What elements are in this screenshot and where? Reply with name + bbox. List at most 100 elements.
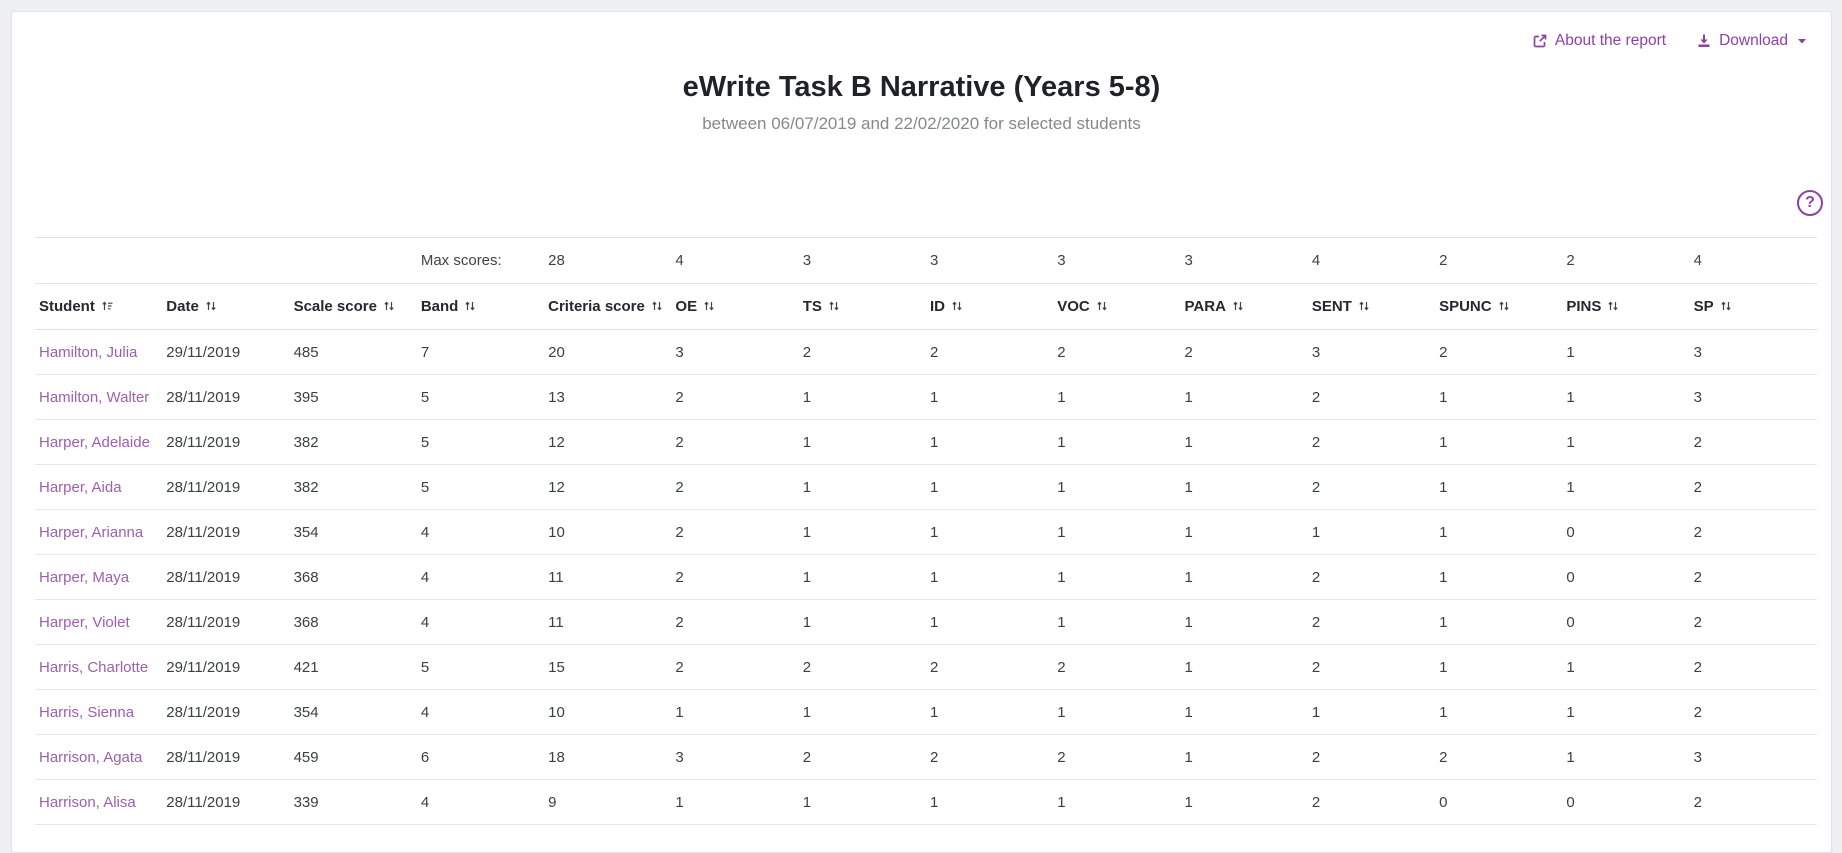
external-link-icon <box>1532 33 1548 49</box>
score-cell: 1 <box>1435 464 1563 510</box>
column-header-band[interactable]: Band <box>416 283 545 330</box>
column-header-voc[interactable]: VOC <box>1053 283 1181 330</box>
score-cell: 2 <box>1053 734 1181 780</box>
score-cell: 11 <box>544 554 672 600</box>
sort-up-down-icon <box>1226 298 1244 315</box>
table-row: Harper, Aida 28/11/2019 382 5 12 2 1 1 1 1 2 1 1 2 <box>35 464 1817 510</box>
score-cell: 1 <box>1435 599 1563 645</box>
score-cell: 1 <box>925 509 1054 555</box>
score-cell: 2 <box>1689 509 1817 555</box>
score-cell: 2 <box>925 329 1054 375</box>
score-cell: 5 <box>416 464 545 510</box>
about-report-label: About the report <box>1554 32 1667 49</box>
column-header-pins[interactable]: PINS <box>1562 283 1690 330</box>
student-link[interactable]: Harper, Violet <box>39 613 130 631</box>
score-cell: 0 <box>1562 554 1690 600</box>
score-cell: 421 <box>289 644 417 690</box>
about-report-button[interactable]: About the report <box>1532 32 1666 50</box>
score-cell: 2 <box>1689 554 1817 600</box>
max-score-value: 3 <box>929 252 939 269</box>
score-cell: 29/11/2019 <box>162 329 290 375</box>
column-header-spunc[interactable]: SPUNC <box>1435 283 1563 330</box>
score-cell: 354 <box>289 689 417 735</box>
sort-up-down-icon <box>199 298 217 315</box>
score-cell: 2 <box>1180 329 1308 375</box>
column-label: Band <box>420 298 459 315</box>
score-cell: 1 <box>1180 509 1308 555</box>
column-header-id[interactable]: ID <box>925 283 1054 330</box>
caret-down-icon <box>1797 38 1807 44</box>
report-toolbar: About the report Download <box>1532 32 1807 50</box>
student-link[interactable]: Harris, Sienna <box>39 703 135 721</box>
score-cell: 2 <box>671 644 799 690</box>
student-link[interactable]: Hamilton, Julia <box>39 343 138 361</box>
score-cell: 10 <box>544 689 672 735</box>
student-link[interactable]: Harper, Adelaide <box>39 433 150 451</box>
student-link[interactable]: Hamilton, Walter <box>39 388 150 406</box>
student-link[interactable]: Harper, Aida <box>39 478 122 496</box>
score-cell: 1 <box>1053 464 1181 510</box>
page-title: eWrite Task B Narrative (Years 5-8) <box>682 71 1161 103</box>
score-cell: 1 <box>798 464 926 510</box>
column-header-scale-score[interactable]: Scale score <box>289 283 417 330</box>
score-cell: 2 <box>1307 644 1436 690</box>
column-label: SP <box>1693 298 1714 315</box>
student-link[interactable]: Harris, Charlotte <box>39 658 149 676</box>
max-score-value: 3 <box>1184 252 1193 269</box>
score-cell: 2 <box>925 734 1054 780</box>
column-label: ID <box>929 298 945 315</box>
table-row: Harper, Arianna 28/11/2019 354 4 10 2 1 1 1 1 1 1 0 2 <box>35 509 1817 555</box>
score-cell: 1 <box>925 374 1054 420</box>
score-cell: 2 <box>671 554 799 600</box>
score-cell: 15 <box>544 644 672 690</box>
score-cell: 1 <box>1435 554 1563 600</box>
score-cell: 1 <box>1562 419 1690 465</box>
student-cell: Hamilton, Walter <box>35 374 163 420</box>
score-cell: 2 <box>1307 779 1436 825</box>
score-cell: 9 <box>544 779 672 825</box>
column-label: Criteria score <box>548 298 645 315</box>
download-button[interactable]: Download <box>1696 32 1807 50</box>
sort-up-down-icon <box>377 298 395 315</box>
score-cell: 1 <box>798 779 926 825</box>
score-cell: 3 <box>671 329 799 375</box>
column-label: OE <box>675 298 698 315</box>
column-label: SENT <box>1311 298 1352 315</box>
student-link[interactable]: Harrison, Alisa <box>39 793 136 811</box>
max-score-value: 2 <box>1439 252 1448 269</box>
student-link[interactable]: Harrison, Agata <box>39 748 143 766</box>
page-subtitle: between 06/07/2019 and 22/02/2020 for se… <box>702 114 1141 133</box>
table-row: Harrison, Agata 28/11/2019 459 6 18 3 2 2 2 1 2 2 1 3 <box>35 734 1817 780</box>
score-cell: 5 <box>416 644 545 690</box>
score-cell: 485 <box>289 329 417 375</box>
table-row: Harris, Charlotte 29/11/2019 421 5 15 2 2 2 2 1 2 1… <box>35 644 1817 690</box>
max-score-value: 3 <box>1057 252 1066 269</box>
score-cell: 2 <box>1435 734 1563 780</box>
column-header-ts[interactable]: TS <box>798 283 926 330</box>
help-glyph: ? <box>1805 194 1815 211</box>
score-cell: 1 <box>671 779 799 825</box>
column-header-sp[interactable]: SP <box>1689 283 1817 330</box>
column-header-student[interactable]: Student <box>35 283 163 330</box>
score-cell: 1 <box>1053 554 1181 600</box>
score-cell: 2 <box>925 644 1054 690</box>
student-link[interactable]: Harper, Maya <box>39 568 130 586</box>
column-header-date[interactable]: Date <box>162 283 290 330</box>
score-cell: 1 <box>925 779 1054 825</box>
sort-up-down-icon <box>1601 298 1619 315</box>
column-header-criteria-score[interactable]: Criteria score <box>544 283 672 330</box>
student-link[interactable]: Harper, Arianna <box>39 523 144 541</box>
score-cell: 28/11/2019 <box>162 374 290 420</box>
score-cell: 4 <box>416 599 545 645</box>
report-table-wrapper: Max scores: 28 4 3 3 3 3 4 2 2 4 Student Date Scale s… <box>35 237 1817 825</box>
score-cell: 28/11/2019 <box>162 464 290 510</box>
help-icon[interactable]: ? <box>1797 190 1823 216</box>
column-header-oe[interactable]: OE <box>671 283 799 330</box>
column-header-sent[interactable]: SENT <box>1307 283 1436 330</box>
score-cell: 2 <box>671 419 799 465</box>
score-cell: 2 <box>1307 419 1436 465</box>
column-label: SPUNC <box>1439 298 1492 315</box>
score-cell: 2 <box>1689 464 1817 510</box>
column-header-para[interactable]: PARA <box>1180 283 1308 330</box>
score-cell: 2 <box>798 644 926 690</box>
